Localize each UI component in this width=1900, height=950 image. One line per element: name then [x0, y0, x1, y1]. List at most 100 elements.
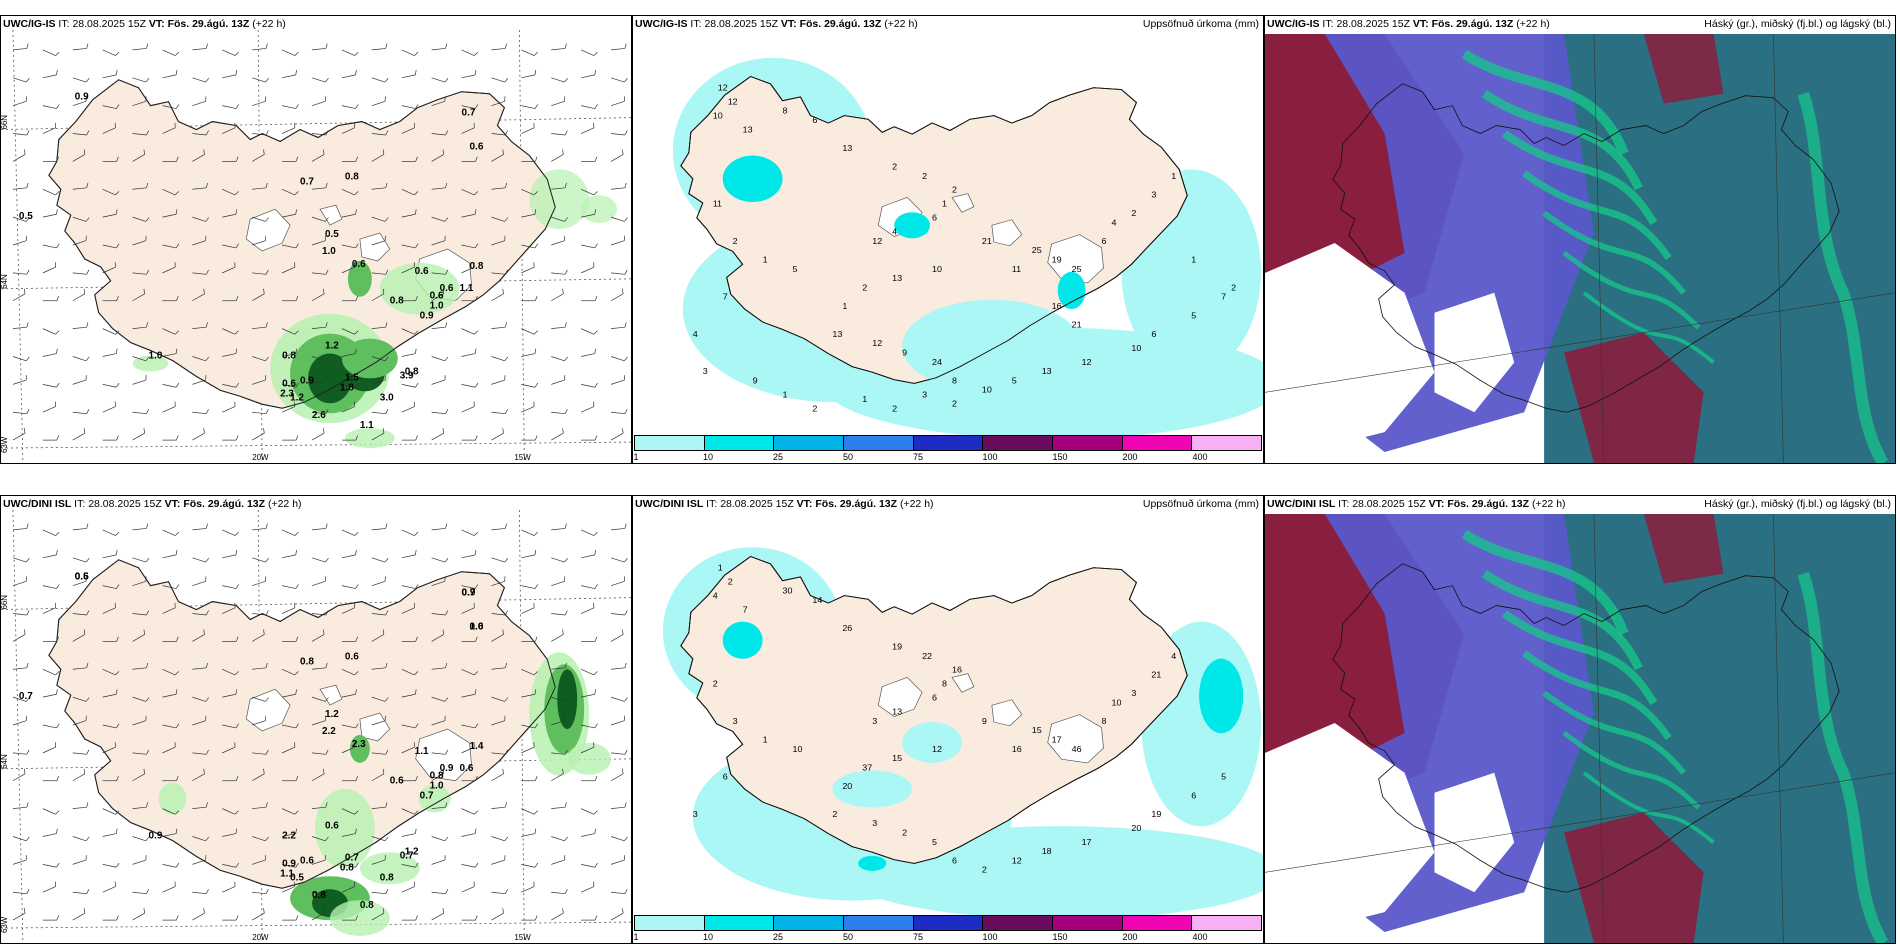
precip-value: 9 — [753, 376, 758, 386]
precip-value: 0.8 — [312, 890, 326, 901]
precip-value: 1.8 — [340, 382, 354, 393]
precip-value: 8 — [783, 106, 788, 116]
precip-value: 1.2 — [325, 341, 339, 352]
precip-value: 0.8 — [360, 900, 374, 911]
precip-value: 4 — [892, 227, 897, 237]
precip-value: 3.0 — [380, 392, 394, 403]
precip-value: 0.6 — [470, 621, 484, 632]
precip-value: 3 — [922, 390, 927, 400]
panel-subtitle: Uppsöfnuð úrkoma (mm) — [1142, 18, 1259, 30]
panel-subtitle: Háský (gr.), miðský (fj.bl.) og lágský (… — [1704, 498, 1891, 510]
panel-header: UWC/DINI ISL IT: 28.08.2025 15Z VT: Fös.… — [3, 498, 302, 510]
colorbar-label: 10 — [702, 932, 714, 942]
wind-precip-map-dini: UWC/DINI ISL IT: 28.08.2025 15Z VT: Fös.… — [0, 495, 632, 944]
cloud-cover-map-dini: UWC/DINI ISL IT: 28.08.2025 15Z VT: Fös.… — [1264, 495, 1896, 944]
precip-value: 2 — [892, 162, 897, 172]
precip-value: 0.7 — [345, 852, 359, 863]
precip-value: 2 — [862, 283, 867, 293]
colorbar-label: 400 — [1192, 932, 1208, 942]
colorbar-label: 100 — [982, 452, 998, 462]
colorbar-swatch — [844, 435, 914, 451]
precip-value: 13 — [842, 143, 852, 153]
precip-value: 6 — [932, 693, 937, 703]
precip-value: 13 — [1042, 366, 1052, 376]
precip-value: 2 — [902, 828, 907, 838]
precip-value: 11 — [713, 199, 722, 209]
precip-value: 21 — [982, 236, 992, 246]
precip-value: 1 — [718, 563, 723, 573]
precip-value: 0.7 — [462, 108, 476, 119]
precip-value: 12 — [932, 744, 942, 754]
precip-value: 1 — [842, 301, 847, 311]
lat-label-66n: 66N — [1, 595, 9, 610]
precip-value: 9 — [902, 348, 907, 358]
precip-value: 0.6 — [415, 266, 429, 277]
precip-value: 2 — [713, 679, 718, 689]
precip-value: 37 — [862, 763, 872, 773]
precip-value: 4 — [693, 329, 698, 339]
precip-value: 0.6 — [75, 572, 89, 583]
precip-value: 2.2 — [282, 830, 296, 841]
precip-value: 6 — [1102, 236, 1107, 246]
colorbar-swatch — [704, 915, 775, 931]
colorbar-label: 150 — [1052, 452, 1068, 462]
colorbar-label: 50 — [842, 452, 854, 462]
precip-value: 0.8 — [470, 261, 484, 272]
precip-value: 1.1 — [415, 746, 429, 757]
colorbar-swatch — [1122, 915, 1193, 931]
precip-value: 7 — [1221, 292, 1226, 302]
precip-value: 1.0 — [430, 301, 444, 312]
precip-value: 2 — [922, 171, 927, 181]
precip-value: 1.4 — [470, 741, 484, 752]
precip-value: 7 — [723, 292, 728, 302]
precip-value: 10 — [1131, 343, 1141, 353]
precip-value: 1 — [763, 735, 768, 745]
panel-header: UWC/IG-IS IT: 28.08.2025 15Z VT: Fös. 29… — [1267, 18, 1893, 30]
precip-value: 14 — [812, 595, 822, 605]
precip-value: 0.6 — [390, 776, 404, 787]
precip-value: 0.7 — [400, 850, 414, 861]
precip-value: 0.6 — [282, 378, 296, 389]
precip-value: 5 — [932, 837, 937, 847]
precip-value: 4 — [1111, 218, 1116, 228]
colorbar-swatch — [844, 915, 914, 931]
precip-value: 13 — [892, 707, 902, 717]
precip-value: 2.3 — [352, 739, 366, 750]
colorbar-swatch — [913, 915, 984, 931]
precip-value: 0.7 — [420, 791, 434, 802]
precip-value: 1.2 — [290, 392, 304, 403]
colorbar-label: 75 — [912, 452, 924, 462]
precip-value: 0.8 — [345, 171, 359, 182]
precip-value: 0.6 — [460, 763, 474, 774]
precip-value: 10 — [982, 385, 992, 395]
map-area: 12 12 10 13 8 6 13 2 2 2 1 6 4 12 21 25 19 25 11 10 13 2 1 13 12… — [633, 30, 1263, 435]
precip-value: 13 — [832, 329, 842, 339]
precip-value: 3 — [733, 716, 738, 726]
precip-value: 1.0 — [470, 621, 484, 632]
map-area: 0.9 0.7 0.6 0.5 0.7 0.8 0.5 1.0 0.6 0.6 0.6 1.1 0.8 1… — [1, 30, 631, 463]
precip-value: 8 — [942, 679, 947, 689]
accum-precip-map-dini: UWC/DINI ISL IT: 28.08.2025 15Z VT: Fös.… — [632, 495, 1264, 944]
precip-value: 0.7 — [19, 691, 33, 702]
precip-value: 3 — [693, 809, 698, 819]
precip-value: 10 — [1111, 698, 1121, 708]
precip-value: 0.6 — [325, 821, 339, 832]
lon-label-20w: 20W — [252, 453, 269, 462]
precip-value: 3 — [872, 716, 877, 726]
precip-value: 25 — [1032, 245, 1042, 255]
precip-value: 7 — [743, 605, 748, 615]
precip-value: 4 — [1171, 651, 1176, 661]
precip-value: 0.8 — [340, 862, 354, 873]
cloud-cover-map-igis: UWC/IG-IS IT: 28.08.2025 15Z VT: Fös. 29… — [1264, 15, 1896, 464]
precip-value: 3 — [1131, 688, 1136, 698]
precip-value: 0.8 — [282, 350, 296, 361]
precip-value: 1.0 — [149, 350, 163, 361]
colorbar-label: 400 — [1192, 452, 1208, 462]
colorbar: 1 10 25 50 75 100 150 200 400 — [633, 915, 1263, 943]
precip-value: 2.2 — [322, 726, 336, 737]
precip-value: 16 — [1012, 744, 1022, 754]
precip-value: 16 — [952, 665, 962, 675]
precip-value: 12 — [1012, 856, 1022, 866]
panel-header: UWC/DINI ISL IT: 28.08.2025 15Z VT: Fös.… — [635, 498, 1259, 510]
precip-value: 15 — [1032, 725, 1042, 735]
